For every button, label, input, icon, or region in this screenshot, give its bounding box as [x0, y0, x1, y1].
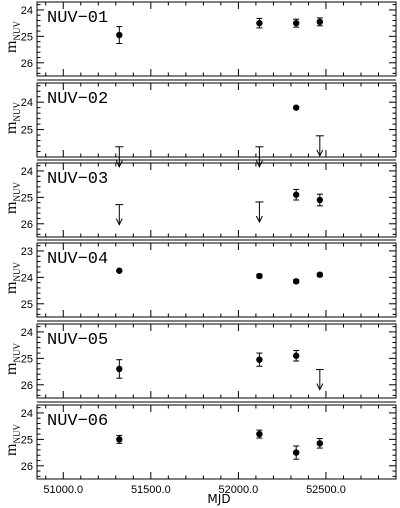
data-point	[256, 19, 263, 27]
y-tick-label: 24	[21, 408, 33, 420]
panel-5: 24 25 26 NUV−05 mNUV	[3, 320, 397, 399]
y-axis-label-subscript: NUV	[12, 182, 22, 202]
data-point	[316, 440, 324, 447]
y-tick-label: 26	[21, 380, 33, 392]
x-tick-label: 51000.0	[43, 484, 83, 496]
y-tick-label: 25	[21, 125, 33, 137]
panel-1: 24 25 26 NUV−01 mNUV	[3, 1, 397, 77]
upper-limit-arrowhead	[115, 218, 123, 226]
y-tick-label: 25	[21, 192, 33, 204]
x-axis: 51000.0 51500.0 52000.0 52500.0	[43, 484, 345, 496]
y-tick-label: 25	[21, 31, 33, 43]
panel-3: 24 25 26 NUV−03 mNUV	[3, 159, 397, 238]
data-point	[256, 356, 263, 363]
panel-2: 24 25 NUV−02 mNUV	[3, 79, 397, 168]
data-point	[292, 352, 300, 359]
y-axis-label: mNUV	[3, 262, 22, 294]
panel-6: 24 25 26 NUV−06 mNUV	[3, 401, 397, 480]
y-axis-label-subscript: NUV	[12, 21, 22, 41]
upper-limit-arrowhead	[255, 215, 263, 224]
y-axis-label-subscript: NUV	[12, 343, 22, 363]
data-point	[292, 19, 300, 27]
panel-title: NUV−01	[47, 9, 108, 28]
panel-frame	[36, 82, 397, 158]
y-tick-label: 24	[21, 5, 33, 17]
upper-limit-arrowhead	[316, 383, 324, 391]
data-point	[292, 278, 300, 285]
y-tick-label: 24	[21, 97, 33, 109]
panel-title: NUV−06	[47, 412, 108, 431]
panel-title: NUV−03	[47, 170, 108, 189]
y-tick-label: 24	[21, 327, 33, 339]
upper-limit-arrowhead	[316, 149, 324, 157]
y-tick-label: 25	[21, 434, 33, 446]
y-axis-label: mNUV	[3, 182, 22, 214]
panel-4: 23 24 25 NUV−04 mNUV	[3, 239, 397, 318]
panel-title: NUV−02	[47, 90, 108, 109]
data-point	[256, 272, 263, 280]
x-tick-label: 52000.0	[219, 484, 259, 496]
x-axis-label: MJD	[207, 492, 230, 506]
data-point	[292, 449, 300, 456]
panel-frame	[36, 242, 397, 318]
data-point	[256, 430, 263, 438]
y-tick-label: 25	[21, 353, 33, 365]
data-point	[116, 31, 123, 39]
y-tick-label: 25	[21, 299, 33, 311]
y-tick-label: 26	[21, 461, 33, 473]
data-point	[316, 271, 324, 278]
panel-frame	[36, 323, 397, 399]
data-point	[292, 104, 300, 111]
y-tick-label: 26	[21, 219, 33, 231]
y-axis-label: mNUV	[3, 102, 22, 134]
y-axis-label: mNUV	[3, 343, 22, 375]
x-tick-label: 51500.0	[131, 484, 171, 496]
panel-title: NUV−04	[47, 250, 108, 269]
data-point	[116, 267, 123, 274]
data-point	[316, 18, 324, 26]
x-tick-label: 52500.0	[306, 484, 346, 496]
panel-title: NUV−05	[47, 331, 108, 350]
y-tick-label: 24	[21, 272, 33, 284]
y-axis-label-subscript: NUV	[12, 262, 22, 282]
panel-frame	[36, 1, 397, 77]
panel-frame	[36, 162, 397, 238]
data-point	[116, 365, 123, 373]
y-axis-label-subscript: NUV	[12, 424, 22, 444]
y-tick-label: 24	[21, 166, 33, 178]
y-axis-label-subscript: NUV	[12, 102, 22, 122]
panels-group: 242526NUV−01mNUV2425NUV−02mNUV242526NUV−…	[3, 1, 397, 480]
y-axis-label: mNUV	[3, 21, 22, 53]
y-tick-label: 23	[21, 246, 33, 258]
data-point	[316, 196, 324, 204]
panel-frame	[36, 404, 397, 480]
data-point	[116, 436, 123, 443]
y-tick-label: 26	[21, 58, 33, 70]
data-point	[292, 191, 300, 198]
y-axis-label: mNUV	[3, 424, 22, 456]
